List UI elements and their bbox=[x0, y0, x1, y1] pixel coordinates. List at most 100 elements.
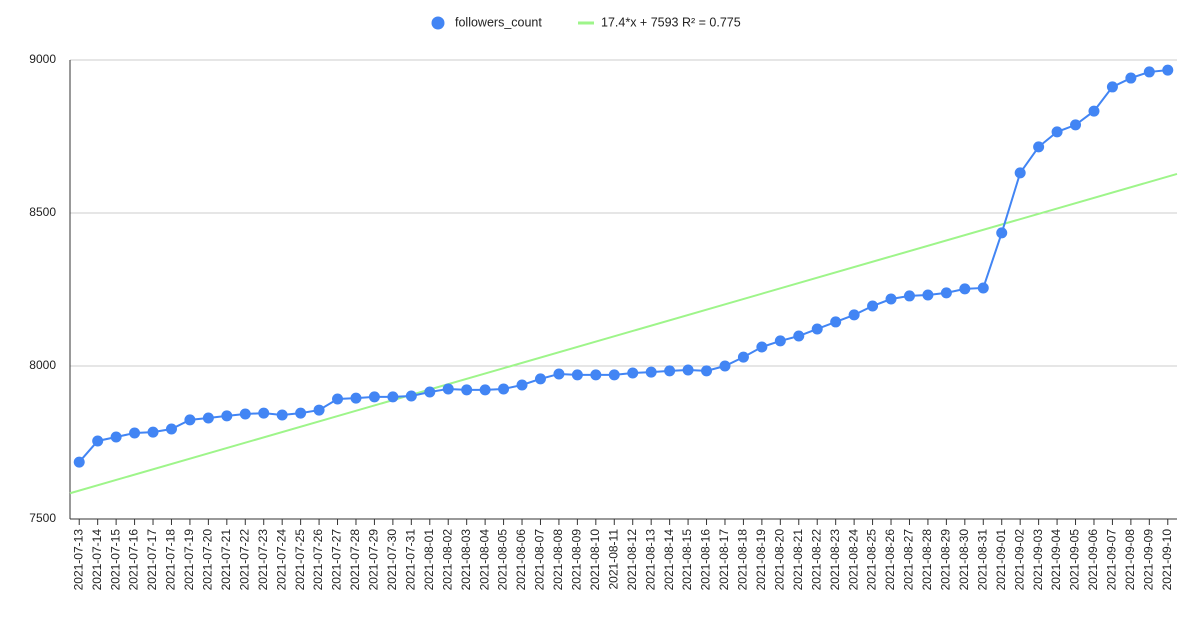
x-tick-label: 2021-08-18 bbox=[736, 529, 750, 591]
x-tick-label: 2021-08-05 bbox=[496, 529, 510, 591]
data-point bbox=[405, 390, 417, 402]
data-point bbox=[977, 282, 989, 294]
x-tick-label: 2021-09-03 bbox=[1031, 529, 1045, 591]
data-point bbox=[239, 408, 251, 420]
data-point bbox=[424, 386, 436, 398]
data-point bbox=[368, 391, 380, 403]
data-point bbox=[885, 293, 897, 305]
x-tick-label: 2021-07-30 bbox=[385, 529, 399, 591]
data-point bbox=[940, 287, 952, 299]
x-tick-label: 2021-08-11 bbox=[606, 529, 620, 590]
data-point bbox=[1070, 119, 1082, 131]
x-tick-label: 2021-07-21 bbox=[219, 529, 233, 591]
x-tick-label: 2021-08-29 bbox=[939, 529, 953, 591]
x-tick-label: 2021-08-23 bbox=[828, 529, 842, 591]
x-tick-label: 2021-09-01 bbox=[994, 529, 1008, 591]
x-tick-label: 2021-08-14 bbox=[662, 529, 676, 591]
data-point bbox=[701, 365, 713, 377]
data-point bbox=[811, 323, 823, 335]
y-tick-label: 8500 bbox=[29, 205, 56, 219]
x-tick-label: 2021-09-06 bbox=[1086, 529, 1100, 591]
data-point bbox=[110, 431, 122, 443]
x-tick-label: 2021-07-14 bbox=[90, 529, 104, 591]
x-tick-label: 2021-08-08 bbox=[551, 529, 565, 591]
x-tick-label: 2021-09-04 bbox=[1049, 529, 1063, 591]
data-point bbox=[959, 283, 971, 295]
x-tick-label: 2021-08-20 bbox=[772, 529, 786, 591]
x-tick-label: 2021-08-10 bbox=[588, 529, 602, 591]
x-tick-label: 2021-08-26 bbox=[883, 529, 897, 591]
data-point bbox=[442, 383, 454, 395]
x-tick-label: 2021-08-12 bbox=[625, 529, 639, 591]
data-point bbox=[184, 414, 196, 426]
data-point bbox=[332, 393, 344, 405]
data-point bbox=[92, 435, 104, 447]
legend-label: followers_count bbox=[455, 15, 542, 29]
data-point bbox=[147, 426, 159, 438]
x-tick-label: 2021-08-19 bbox=[754, 529, 768, 591]
x-tick-label: 2021-08-17 bbox=[717, 529, 731, 591]
x-tick-label: 2021-08-03 bbox=[459, 529, 473, 591]
x-tick-label: 2021-09-05 bbox=[1068, 529, 1082, 591]
data-point bbox=[73, 456, 85, 468]
data-point bbox=[996, 227, 1008, 239]
data-point bbox=[719, 360, 731, 372]
x-tick-label: 2021-08-16 bbox=[699, 529, 713, 591]
data-point bbox=[498, 383, 510, 395]
x-tick-label: 2021-08-25 bbox=[865, 529, 879, 591]
x-tick-label: 2021-07-27 bbox=[330, 529, 344, 591]
data-point bbox=[571, 369, 583, 381]
x-tick-label: 2021-09-09 bbox=[1141, 529, 1155, 591]
x-tick-label: 2021-07-15 bbox=[108, 529, 122, 591]
data-point bbox=[590, 369, 602, 381]
x-tick-label: 2021-09-02 bbox=[1012, 529, 1026, 591]
y-tick-label: 8000 bbox=[29, 358, 56, 372]
data-point bbox=[1162, 64, 1174, 76]
x-tick-label: 2021-07-24 bbox=[274, 529, 288, 591]
data-point bbox=[534, 373, 546, 385]
data-point bbox=[258, 407, 270, 419]
x-tick-label: 2021-07-13 bbox=[71, 529, 85, 591]
x-tick-label: 2021-08-09 bbox=[570, 529, 584, 591]
data-point bbox=[1088, 105, 1100, 117]
x-tick-label: 2021-08-04 bbox=[477, 529, 491, 591]
y-tick-label: 9000 bbox=[29, 52, 56, 66]
trendline bbox=[69, 172, 1178, 495]
x-tick-label: 2021-07-23 bbox=[256, 529, 270, 591]
x-tick-label: 2021-08-30 bbox=[957, 529, 971, 591]
data-point bbox=[221, 410, 233, 422]
x-tick-label: 2021-07-25 bbox=[293, 529, 307, 591]
data-point bbox=[756, 341, 768, 353]
data-point bbox=[774, 335, 786, 347]
x-tick-label: 2021-08-24 bbox=[846, 529, 860, 591]
series-line bbox=[78, 69, 1168, 463]
data-point bbox=[664, 365, 676, 377]
data-point bbox=[479, 384, 491, 396]
data-point bbox=[1051, 126, 1063, 138]
x-tick-label: 2021-07-22 bbox=[237, 529, 251, 591]
x-tick-label: 2021-08-27 bbox=[902, 529, 916, 591]
data-point bbox=[848, 309, 860, 321]
legend: followers_count 17.4*x + 7593 R² = 0.775 bbox=[431, 15, 741, 30]
data-point bbox=[867, 300, 879, 312]
x-tick-label: 2021-07-16 bbox=[127, 529, 141, 591]
x-tick-label: 2021-07-31 bbox=[403, 529, 417, 591]
x-tick-label: 2021-09-07 bbox=[1105, 529, 1119, 591]
x-tick-label: 2021-08-13 bbox=[643, 529, 657, 591]
data-point bbox=[645, 366, 657, 378]
x-tick-label: 2021-08-06 bbox=[514, 529, 528, 591]
legend-label: 17.4*x + 7593 R² = 0.775 bbox=[601, 15, 741, 29]
x-tick-label: 2021-07-29 bbox=[367, 529, 381, 591]
x-tick-label: 2021-08-31 bbox=[975, 529, 989, 591]
data-point bbox=[553, 368, 565, 380]
data-point bbox=[627, 367, 639, 379]
x-tick-label: 2021-07-17 bbox=[145, 529, 159, 591]
data-point bbox=[313, 404, 325, 416]
data-point bbox=[1143, 66, 1155, 78]
data-point bbox=[165, 423, 177, 435]
data-point bbox=[608, 369, 620, 381]
x-tick-label: 2021-08-28 bbox=[920, 529, 934, 591]
x-tick-label: 2021-08-22 bbox=[809, 529, 823, 591]
x-tick-label: 2021-07-18 bbox=[164, 529, 178, 591]
data-point bbox=[1106, 81, 1118, 93]
